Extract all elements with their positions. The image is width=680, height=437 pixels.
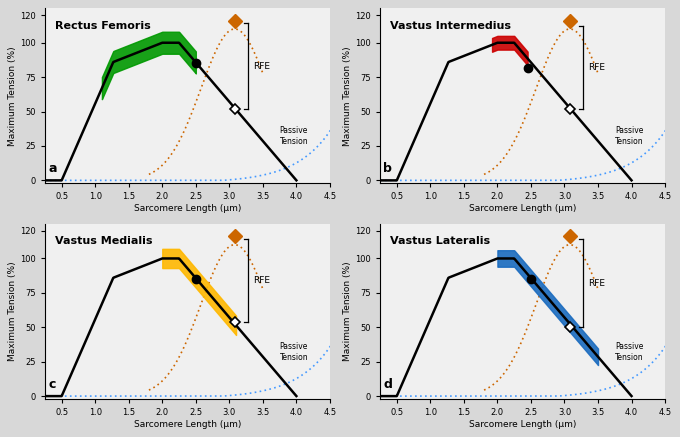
Text: d: d xyxy=(384,378,392,391)
X-axis label: Sarcomere Length (μm): Sarcomere Length (μm) xyxy=(469,420,576,429)
Text: RFE: RFE xyxy=(253,276,270,285)
Text: Passive
Tension: Passive Tension xyxy=(279,126,308,146)
Y-axis label: Maximum Tension (%): Maximum Tension (%) xyxy=(8,46,17,146)
X-axis label: Sarcomere Length (μm): Sarcomere Length (μm) xyxy=(134,420,241,429)
Text: Vastus Medialis: Vastus Medialis xyxy=(55,236,152,246)
Text: Passive
Tension: Passive Tension xyxy=(615,126,643,146)
Text: Passive
Tension: Passive Tension xyxy=(279,342,308,362)
Text: RFE: RFE xyxy=(588,279,605,288)
Y-axis label: Maximum Tension (%): Maximum Tension (%) xyxy=(343,46,352,146)
Y-axis label: Maximum Tension (%): Maximum Tension (%) xyxy=(343,262,352,361)
Text: Vastus Intermedius: Vastus Intermedius xyxy=(390,21,511,31)
Y-axis label: Maximum Tension (%): Maximum Tension (%) xyxy=(8,262,17,361)
Text: Passive
Tension: Passive Tension xyxy=(615,342,643,362)
X-axis label: Sarcomere Length (μm): Sarcomere Length (μm) xyxy=(469,204,576,213)
Text: Rectus Femoris: Rectus Femoris xyxy=(55,21,151,31)
Text: a: a xyxy=(48,162,56,175)
Text: c: c xyxy=(48,378,56,391)
Text: Vastus Lateralis: Vastus Lateralis xyxy=(390,236,490,246)
Text: b: b xyxy=(384,162,392,175)
Text: RFE: RFE xyxy=(253,62,270,71)
Text: RFE: RFE xyxy=(588,63,605,72)
X-axis label: Sarcomere Length (μm): Sarcomere Length (μm) xyxy=(134,204,241,213)
